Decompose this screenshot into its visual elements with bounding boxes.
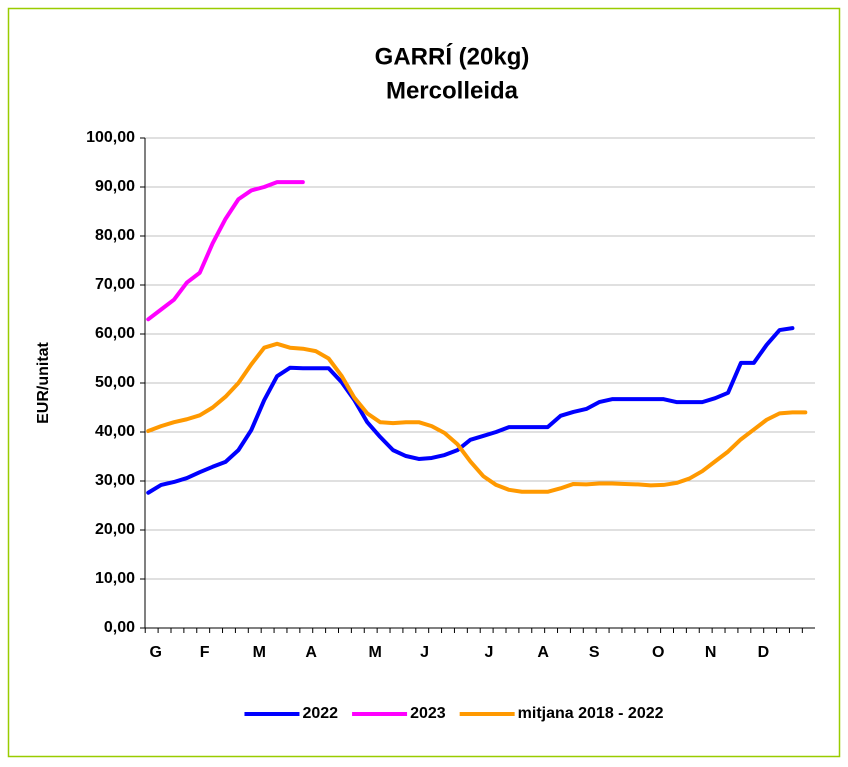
x-tick-label: J [420, 644, 429, 661]
x-tick-label: M [369, 644, 382, 661]
x-tick-label: N [705, 644, 717, 661]
series-line [146, 326, 795, 495]
x-tick-label: D [758, 644, 770, 661]
chart-title: GARRÍ (20kg) [375, 42, 530, 70]
series-line [146, 341, 808, 494]
y-tick-label: 60,00 [95, 325, 135, 342]
y-tick-label: 0,00 [104, 619, 135, 636]
x-tick-label: O [652, 644, 664, 661]
x-tick-label: G [150, 644, 162, 661]
legend-label: 2023 [410, 705, 446, 722]
legend-label: mitjana 2018 - 2022 [518, 705, 664, 722]
y-tick-label: 50,00 [95, 374, 135, 391]
x-tick-label: M [253, 644, 266, 661]
y-axis-label: EUR/unitat [35, 341, 52, 423]
y-tick-label: 70,00 [95, 276, 135, 293]
y-tick-label: 90,00 [95, 178, 135, 195]
legend-label: 2022 [302, 705, 338, 722]
x-tick-label: A [305, 644, 317, 661]
y-tick-label: 30,00 [95, 472, 135, 489]
y-tick-label: 100,00 [86, 129, 135, 146]
y-tick-label: 20,00 [95, 521, 135, 538]
x-tick-label: A [537, 644, 549, 661]
chart-subtitle: Mercolleida [386, 77, 519, 104]
x-tick-label: J [485, 644, 494, 661]
series-line [146, 180, 305, 322]
x-tick-label: S [589, 644, 600, 661]
y-tick-label: 10,00 [95, 570, 135, 587]
x-tick-label: F [200, 644, 210, 661]
y-tick-label: 80,00 [95, 227, 135, 244]
y-tick-label: 40,00 [95, 423, 135, 440]
